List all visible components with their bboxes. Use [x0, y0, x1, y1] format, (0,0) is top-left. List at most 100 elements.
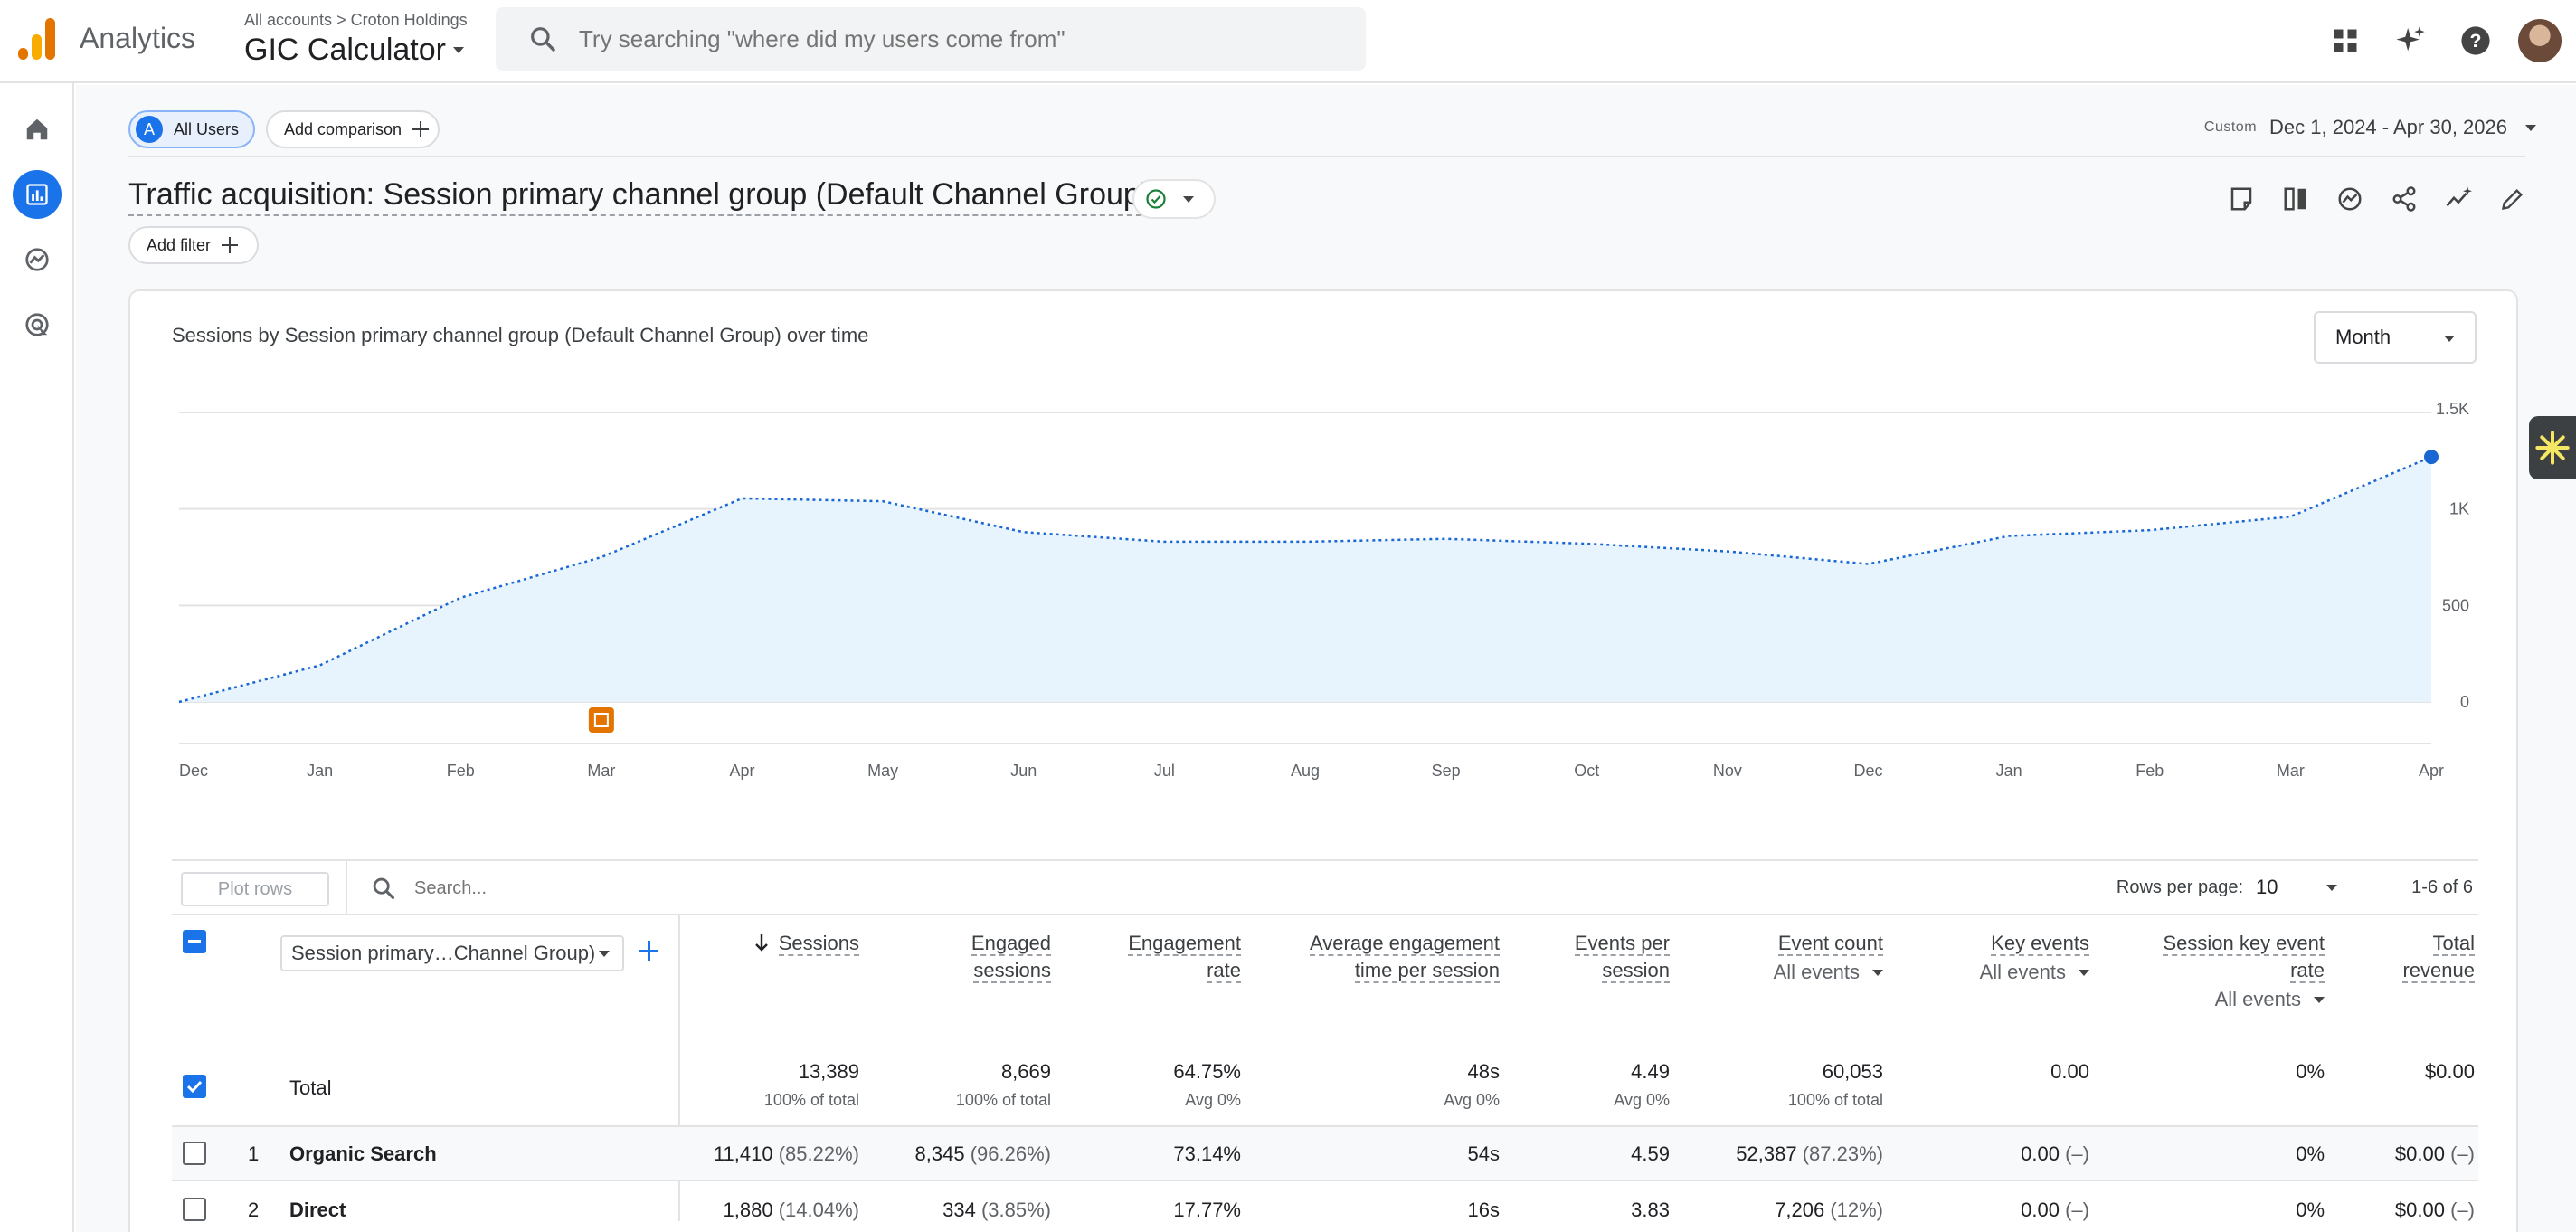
table-row[interactable]: 1 Organic Search 11,410 (85.22%) 8,345 (96.…: [172, 1127, 2478, 1181]
data-point[interactable]: [175, 698, 183, 706]
share-icon[interactable]: [2384, 179, 2424, 219]
data-point[interactable]: [1724, 548, 1731, 555]
reports-icon[interactable]: [13, 170, 62, 219]
table-header-row: Session primary…Channel Group) Sessions E…: [172, 914, 2478, 1042]
column-header[interactable]: Event count All events: [1774, 930, 1883, 986]
sparkle-icon[interactable]: [2386, 16, 2435, 65]
breadcrumb[interactable]: All accounts > Croton Holdings: [244, 11, 468, 30]
caret-down-icon: [2326, 885, 2337, 891]
x-tick-label: Jan: [307, 762, 333, 780]
select-all-checkbox[interactable]: [183, 930, 206, 953]
table-cell: 7,206 (12%): [1775, 1199, 1883, 1221]
table-cell: 11,410 (85.22%): [713, 1142, 859, 1165]
column-header[interactable]: Engagement rate: [1128, 932, 1241, 983]
table-search[interactable]: [346, 861, 1160, 915]
search-icon: [531, 27, 555, 52]
rows-per-page-select[interactable]: 10: [2256, 876, 2337, 899]
column-header[interactable]: Sessions: [753, 930, 859, 957]
table-cell: 1,880 (14.04%): [723, 1199, 859, 1221]
edit-pencil-icon[interactable]: [2493, 179, 2533, 219]
row-checkbox[interactable]: [183, 1198, 206, 1221]
totals-checkbox[interactable]: [183, 1075, 206, 1098]
segment-letter: A: [136, 116, 163, 143]
report-status-menu[interactable]: [1132, 179, 1216, 219]
check-circle-icon: [1146, 189, 1166, 209]
data-point[interactable]: [1443, 535, 1450, 543]
table-cell: 16s: [1467, 1199, 1500, 1221]
total-cell: $0.00: [2424, 1060, 2475, 1083]
data-point[interactable]: [598, 554, 605, 561]
data-point[interactable]: [317, 661, 324, 668]
add-comparison-button[interactable]: Add comparison: [266, 110, 440, 148]
primary-dimension-select[interactable]: Session primary…Channel Group): [280, 935, 624, 971]
chart-title: Sessions by Session primary channel grou…: [172, 324, 869, 346]
data-point[interactable]: [879, 498, 886, 505]
global-search[interactable]: [496, 7, 1366, 71]
breadcrumb-root[interactable]: All accounts: [244, 11, 333, 29]
data-point[interactable]: [1865, 560, 1872, 567]
events-filter-select[interactable]: All events: [1774, 959, 1883, 986]
total-cell: 0.00: [2050, 1060, 2089, 1083]
segment-chip-all-users[interactable]: A All Users: [128, 110, 255, 148]
data-point[interactable]: [2146, 526, 2154, 534]
date-range-picker[interactable]: Custom Dec 1, 2024 - Apr 30, 2026: [2204, 116, 2536, 139]
breadcrumb-account[interactable]: Croton Holdings: [350, 11, 468, 29]
total-cell: 8,669 100% of total: [955, 1060, 1051, 1109]
data-point[interactable]: [1020, 528, 1028, 535]
data-point[interactable]: [2005, 533, 2012, 540]
advertising-icon[interactable]: [13, 300, 62, 349]
total-cell: 0%: [2296, 1060, 2325, 1083]
x-tick-label: Aug: [1291, 762, 1320, 780]
row-index: 2: [248, 1199, 260, 1221]
avatar[interactable]: [2518, 19, 2562, 62]
row-checkbox[interactable]: [183, 1142, 206, 1165]
plot-rows-button[interactable]: Plot rows: [181, 872, 329, 906]
report-content: A All Users Add comparison Custom Dec 1,…: [76, 85, 2576, 1232]
table-search-input[interactable]: [414, 877, 957, 899]
series-area: [179, 457, 2431, 702]
property-selector[interactable]: GIC Calculator: [244, 33, 464, 68]
column-header[interactable]: Key events All events: [1980, 930, 2089, 986]
data-point[interactable]: [1583, 540, 1590, 547]
help-icon[interactable]: ?: [2451, 16, 2500, 65]
column-header[interactable]: Total revenue: [2402, 932, 2475, 983]
column-header[interactable]: Session key event rate All events: [2163, 930, 2325, 1013]
data-point[interactable]: [2424, 450, 2439, 465]
add-dimension-button[interactable]: [639, 941, 658, 961]
plus-icon: [412, 121, 430, 137]
table-row[interactable]: 2 Direct 1,880 (14.04%) 334 (3.85%) 17.77% 16…: [172, 1183, 2478, 1232]
insights-icon[interactable]: [2221, 179, 2261, 219]
data-point[interactable]: [457, 594, 464, 602]
apps-grid-icon[interactable]: [2321, 16, 2370, 65]
app-name: Analytics: [80, 22, 196, 54]
analytics-logo-icon[interactable]: [18, 18, 56, 60]
data-point[interactable]: [1302, 538, 1309, 545]
explore-icon[interactable]: [13, 235, 62, 284]
caret-down-icon: [1183, 195, 1194, 203]
column-header[interactable]: Engaged sessions: [971, 932, 1051, 983]
annotation-icon[interactable]: [588, 707, 614, 733]
report-card: Sessions by Session primary channel grou…: [128, 289, 2518, 1232]
data-point[interactable]: [739, 495, 746, 502]
time-granularity-select[interactable]: Month: [2314, 311, 2477, 364]
compare-icon[interactable]: [2276, 179, 2316, 219]
data-point[interactable]: [1160, 538, 1168, 545]
sessions-line-chart[interactable]: 0 500 1K 1.5K Dec Jan Feb Mar Apr May Jun Jul Aug Sep…: [130, 373, 2520, 852]
channel-name[interactable]: Organic Search: [289, 1142, 437, 1165]
divider: [128, 156, 2525, 157]
rows-per-page-label: Rows per page:: [2116, 877, 2243, 897]
trend-sparkle-icon[interactable]: [2439, 179, 2478, 219]
data-point[interactable]: [2287, 513, 2294, 520]
report-actions: [2207, 179, 2533, 219]
x-tick-label: Dec: [179, 762, 208, 780]
explore-insights-icon[interactable]: [2330, 179, 2370, 219]
column-header[interactable]: Average engagement time per session: [1310, 932, 1500, 983]
events-filter-select[interactable]: All events: [1980, 959, 2089, 986]
column-header[interactable]: Events per session: [1574, 932, 1670, 983]
home-icon[interactable]: [13, 105, 62, 154]
events-filter-select[interactable]: All events: [2215, 986, 2325, 1013]
extension-sparkle-icon[interactable]: [2529, 416, 2576, 479]
channel-name[interactable]: Direct: [289, 1199, 346, 1221]
global-search-input[interactable]: [579, 24, 1302, 53]
add-filter-button[interactable]: Add filter: [128, 226, 259, 264]
